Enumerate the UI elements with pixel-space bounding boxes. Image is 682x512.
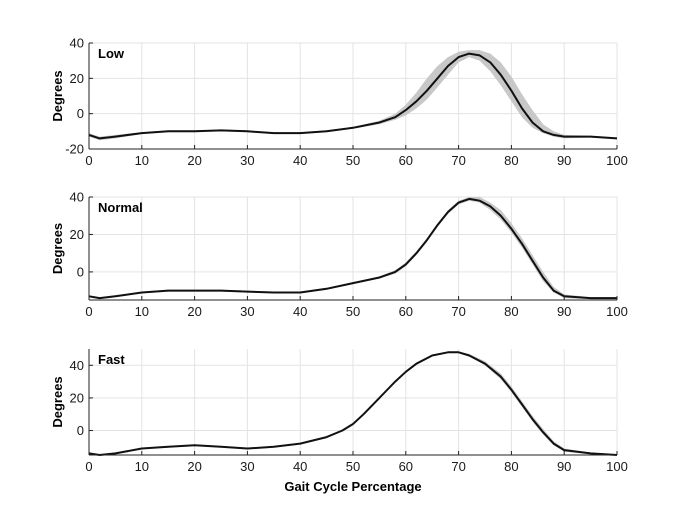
x-tick-label: 100 [606,304,628,319]
mean-line [88,52,618,140]
x-tick-label: 20 [187,459,201,474]
x-tick-label: 10 [135,153,149,168]
x-tick-label: 50 [346,153,360,168]
x-tick-label: 90 [557,459,571,474]
x-tick-label: 0 [85,304,92,319]
x-tick-label: 60 [399,153,413,168]
x-tick-label: 70 [451,304,465,319]
x-tick-label: 30 [240,304,254,319]
x-tick-label: 100 [606,153,628,168]
x-tick-label: 60 [399,304,413,319]
x-tick-label: 80 [504,153,518,168]
panel-title: Low [98,46,125,61]
x-tick-label: 100 [606,459,628,474]
y-tick-label: 40 [70,190,84,205]
y-tick-label: 0 [77,106,84,121]
y-axis-label: Degrees [50,70,65,121]
std-band [89,50,617,141]
y-axis-label: Degrees [50,376,65,427]
x-tick-label: 30 [240,153,254,168]
x-tick-label: 50 [346,459,360,474]
x-tick-label: 80 [504,459,518,474]
x-tick-label: 80 [504,304,518,319]
y-tick-label: 0 [77,423,84,438]
x-tick-label: 0 [85,459,92,474]
x-tick-label: 10 [135,459,149,474]
x-tick-label: 50 [346,304,360,319]
x-tick-label: 0 [85,153,92,168]
mean-line [88,351,618,456]
y-tick-label: 20 [70,227,84,242]
y-tick-label: -20 [65,142,84,157]
y-tick-label: 40 [70,36,84,51]
y-tick-label: 20 [70,390,84,405]
panel-title: Fast [98,352,125,367]
x-tick-label: 40 [293,459,307,474]
x-tick-label: 70 [451,153,465,168]
y-tick-label: 20 [70,71,84,86]
x-tick-label: 40 [293,304,307,319]
x-tick-label: 20 [187,153,201,168]
chart-panel-fast: 0 10 20 30 40 50 60 70 80 90 100 0 20 40 Degrees Fast Ga… [50,349,628,494]
x-tick-label: 70 [451,459,465,474]
mean-line [88,197,617,300]
x-tick-label: 20 [187,304,201,319]
y-tick-label: 0 [77,264,84,279]
x-tick-label: 60 [399,459,413,474]
y-axis-label: Degrees [50,223,65,274]
y-tick-label: 40 [70,358,84,373]
panel-title: Normal [98,200,143,215]
x-tick-label: 90 [557,153,571,168]
chart-panel-normal: 0 10 20 30 40 50 60 70 80 90 100 0 20 40 Degrees Normal [50,190,628,320]
x-tick-label: 10 [135,304,149,319]
x-tick-label: 90 [557,304,571,319]
x-tick-label: 30 [240,459,254,474]
x-axis-label: Gait Cycle Percentage [284,479,421,494]
x-tick-label: 40 [293,153,307,168]
